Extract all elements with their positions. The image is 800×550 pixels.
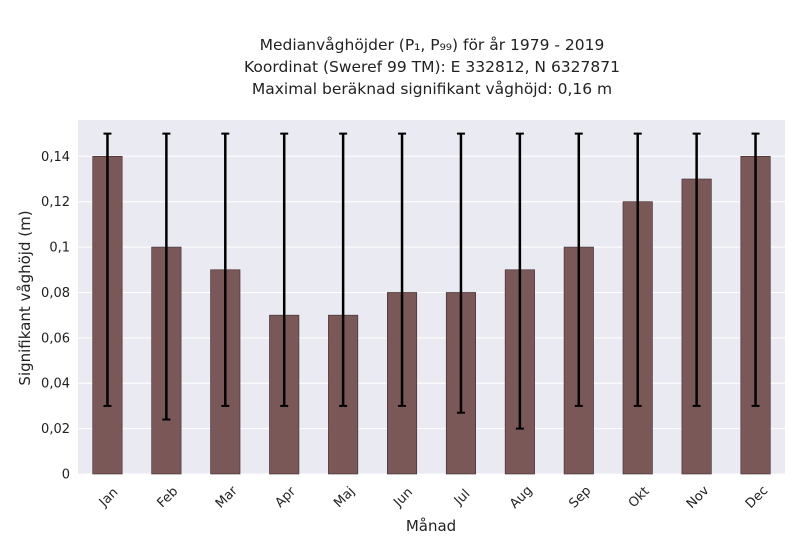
chart-title: Medianvåghöjder (P₁, P₉₉) för år 1979 - …: [62, 34, 800, 56]
x-tick-label: Aug: [507, 483, 536, 512]
y-tick-label: 0,1: [49, 241, 70, 256]
x-axis-label: Månad: [406, 517, 456, 535]
y-tick-label: 0,14: [41, 150, 70, 165]
chart-subtitle-2: Maximal beräknad signifikant våghöjd: 0,…: [251, 80, 613, 98]
x-tick-label: Feb: [154, 484, 181, 511]
error-bar: [339, 132, 348, 407]
error-bar: [751, 132, 760, 407]
error-bar: [280, 132, 289, 407]
y-tick-label: 0,04: [41, 377, 70, 392]
x-tick-label: Jan: [96, 485, 121, 510]
error-bar: [103, 132, 112, 407]
y-tick-label: 0,08: [41, 286, 70, 301]
error-bar: [398, 132, 407, 407]
plot-area: [78, 120, 785, 474]
y-tick-label: 0,02: [41, 422, 70, 437]
x-tick-label: Nov: [684, 483, 713, 512]
error-bar: [456, 132, 465, 414]
x-tick-label: Dec: [743, 483, 771, 511]
y-tick-label: 0,06: [41, 331, 70, 346]
error-bar: [515, 132, 524, 430]
error-bar: [221, 132, 230, 407]
chart-title-block: Medianvåghöjder (P₁, P₉₉) för år 1979 - …: [62, 34, 800, 100]
x-tick-label: Apr: [272, 484, 299, 511]
y-axis-label: Signifikant våghöjd (m): [16, 210, 34, 385]
x-tick-label: Okt: [626, 484, 653, 511]
error-bar: [633, 132, 642, 407]
x-tick-label: Maj: [331, 484, 358, 511]
x-tick-label: Jul: [451, 487, 473, 509]
x-tick-label: Jun: [390, 485, 416, 511]
error-bar: [692, 132, 701, 407]
y-tick-label: 0: [62, 468, 70, 483]
chart-subtitle-1: Koordinat (Sweref 99 TM): E 332812, N 63…: [244, 58, 620, 76]
error-bar: [162, 132, 171, 421]
x-tick-label: Mar: [213, 483, 241, 511]
error-bar: [574, 132, 583, 407]
x-tick-label: Sep: [566, 484, 594, 512]
chart-title-text: Medianvåghöjder (P₁, P₉₉) för år 1979 - …: [259, 36, 605, 54]
y-tick-label: 0,12: [41, 195, 70, 210]
